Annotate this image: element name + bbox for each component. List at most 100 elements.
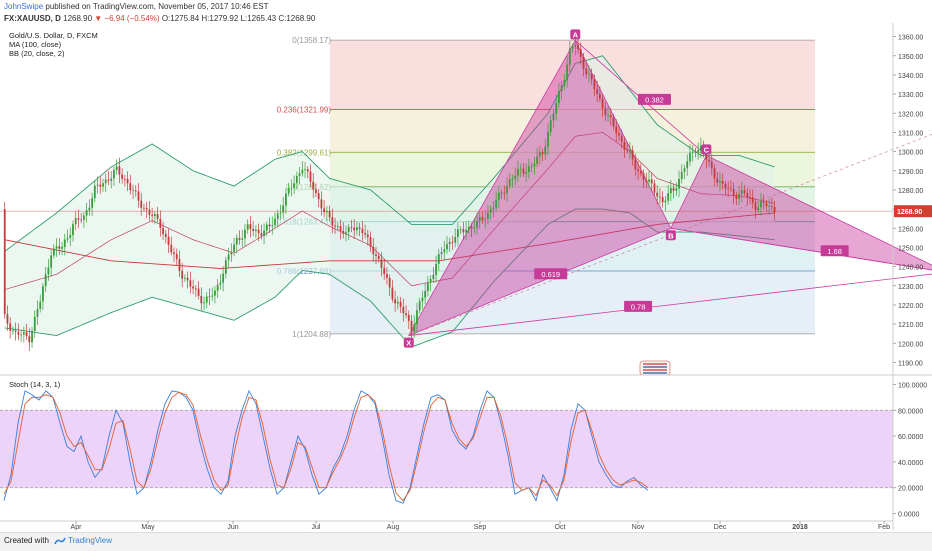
stoch-tick-label: 40.0000 — [898, 460, 923, 467]
candle-body — [121, 174, 124, 179]
price-tick-label: 1330.00 — [898, 92, 923, 99]
candle-body — [478, 217, 481, 222]
candle-body — [334, 225, 336, 227]
candle-body — [699, 146, 702, 151]
candle-body — [697, 150, 700, 153]
time-tick-label: Apr — [71, 524, 83, 531]
time-tick-label: Feb — [878, 524, 890, 531]
candle-body — [601, 98, 604, 109]
candle-body — [394, 299, 397, 304]
candle-body — [407, 314, 410, 321]
candle-body — [301, 169, 304, 174]
candle-body — [691, 151, 694, 153]
candle-body — [566, 64, 569, 81]
legend-ma[interactable]: MA (100, close) — [9, 40, 62, 49]
candle-body — [170, 244, 173, 253]
candle-body — [148, 209, 151, 215]
legend-title[interactable]: Gold/U.S. Dollar, D, FXCM — [9, 31, 98, 40]
candle-body — [126, 178, 129, 184]
candle-body — [735, 195, 738, 199]
price-tick-label: 1290.00 — [898, 169, 923, 176]
time-tick-label: Sep — [474, 524, 487, 531]
last-price-label: 1268.90 — [897, 209, 922, 216]
candle-body — [186, 277, 189, 281]
candle-body — [203, 302, 205, 304]
price-tick-label: 1190.00 — [898, 360, 923, 367]
candle-body — [437, 254, 440, 264]
candle-body — [194, 288, 197, 290]
legend-stoch[interactable]: Stoch (14, 3, 1) — [9, 380, 61, 389]
candle-body — [140, 200, 143, 208]
candle-body — [607, 115, 609, 117]
price-tick-label: 1200.00 — [898, 341, 923, 348]
candle-body — [596, 89, 599, 95]
candle-body — [328, 210, 331, 218]
axes: 1190.00 1200.00 1210.00 1220.00 1230.00 1240.… — [0, 23, 932, 531]
bollinger-basis — [4, 132, 775, 290]
price-tick-label: 1260.00 — [898, 226, 923, 233]
candle-body — [467, 226, 470, 230]
author-link[interactable]: JohnSwipe — [4, 2, 44, 11]
candle-body — [50, 255, 53, 268]
candle-body — [746, 193, 749, 197]
candle-body — [118, 166, 121, 175]
candle-body — [424, 290, 427, 298]
candle-body — [244, 229, 246, 239]
tradingview-link[interactable]: TradingView — [68, 536, 113, 545]
price-tick-label: 1230.00 — [898, 284, 923, 291]
candle-body — [9, 323, 12, 331]
price-tick-label: 1220.00 — [898, 303, 923, 310]
candle-body — [6, 314, 9, 324]
candle-body — [93, 185, 96, 199]
ratio-box — [637, 93, 671, 105]
stochastic-pane[interactable] — [0, 389, 893, 504]
candle-body — [77, 218, 80, 220]
candle-body — [366, 234, 369, 238]
candle-body — [413, 324, 416, 332]
candle-body — [219, 282, 222, 285]
candle-body — [497, 192, 500, 200]
pattern-bd-line — [670, 227, 932, 271]
candle-body — [61, 246, 63, 249]
candle-body — [629, 150, 631, 152]
published-text: published on TradingView.com, November 0… — [45, 2, 269, 11]
candle-body — [738, 193, 740, 199]
candle-body — [102, 183, 104, 187]
time-tick-label: 2018 — [792, 524, 808, 531]
candle-body — [260, 233, 263, 236]
candle-body — [686, 161, 689, 169]
candle-body — [552, 113, 555, 121]
candle-body — [558, 90, 560, 103]
candle-body — [429, 279, 432, 283]
candle-body — [33, 316, 36, 331]
candle-body — [457, 229, 459, 238]
candle-body — [222, 273, 225, 283]
candle-body — [31, 330, 33, 343]
candle-body — [69, 235, 72, 238]
candle-body — [588, 73, 590, 75]
candle-body — [276, 213, 279, 219]
candle-body — [410, 320, 413, 332]
candle-body — [694, 151, 697, 153]
candle-body — [577, 44, 579, 50]
candle-body — [345, 232, 347, 234]
candle-body — [730, 188, 732, 190]
candle-body — [426, 282, 429, 291]
candle-body — [443, 249, 446, 253]
candle-body — [3, 209, 6, 315]
candle-body — [648, 179, 650, 182]
candle-body — [740, 190, 743, 194]
candle-body — [358, 227, 361, 229]
ratio-label: 0.78 — [631, 302, 646, 311]
candle-body — [173, 252, 175, 254]
candle-body — [22, 332, 25, 335]
candle-body — [470, 226, 473, 229]
legend-bb[interactable]: BB (20, close, 2) — [9, 49, 65, 58]
candle-body — [153, 214, 156, 217]
candle-body — [113, 169, 115, 179]
candle-body — [339, 226, 342, 231]
candle-body — [650, 179, 653, 184]
candle-body — [465, 229, 467, 233]
candle-body — [304, 169, 306, 171]
price-pane[interactable]: 0(1358.17)0.236(1321.99)0.382(1299.61)0.… — [0, 29, 932, 376]
